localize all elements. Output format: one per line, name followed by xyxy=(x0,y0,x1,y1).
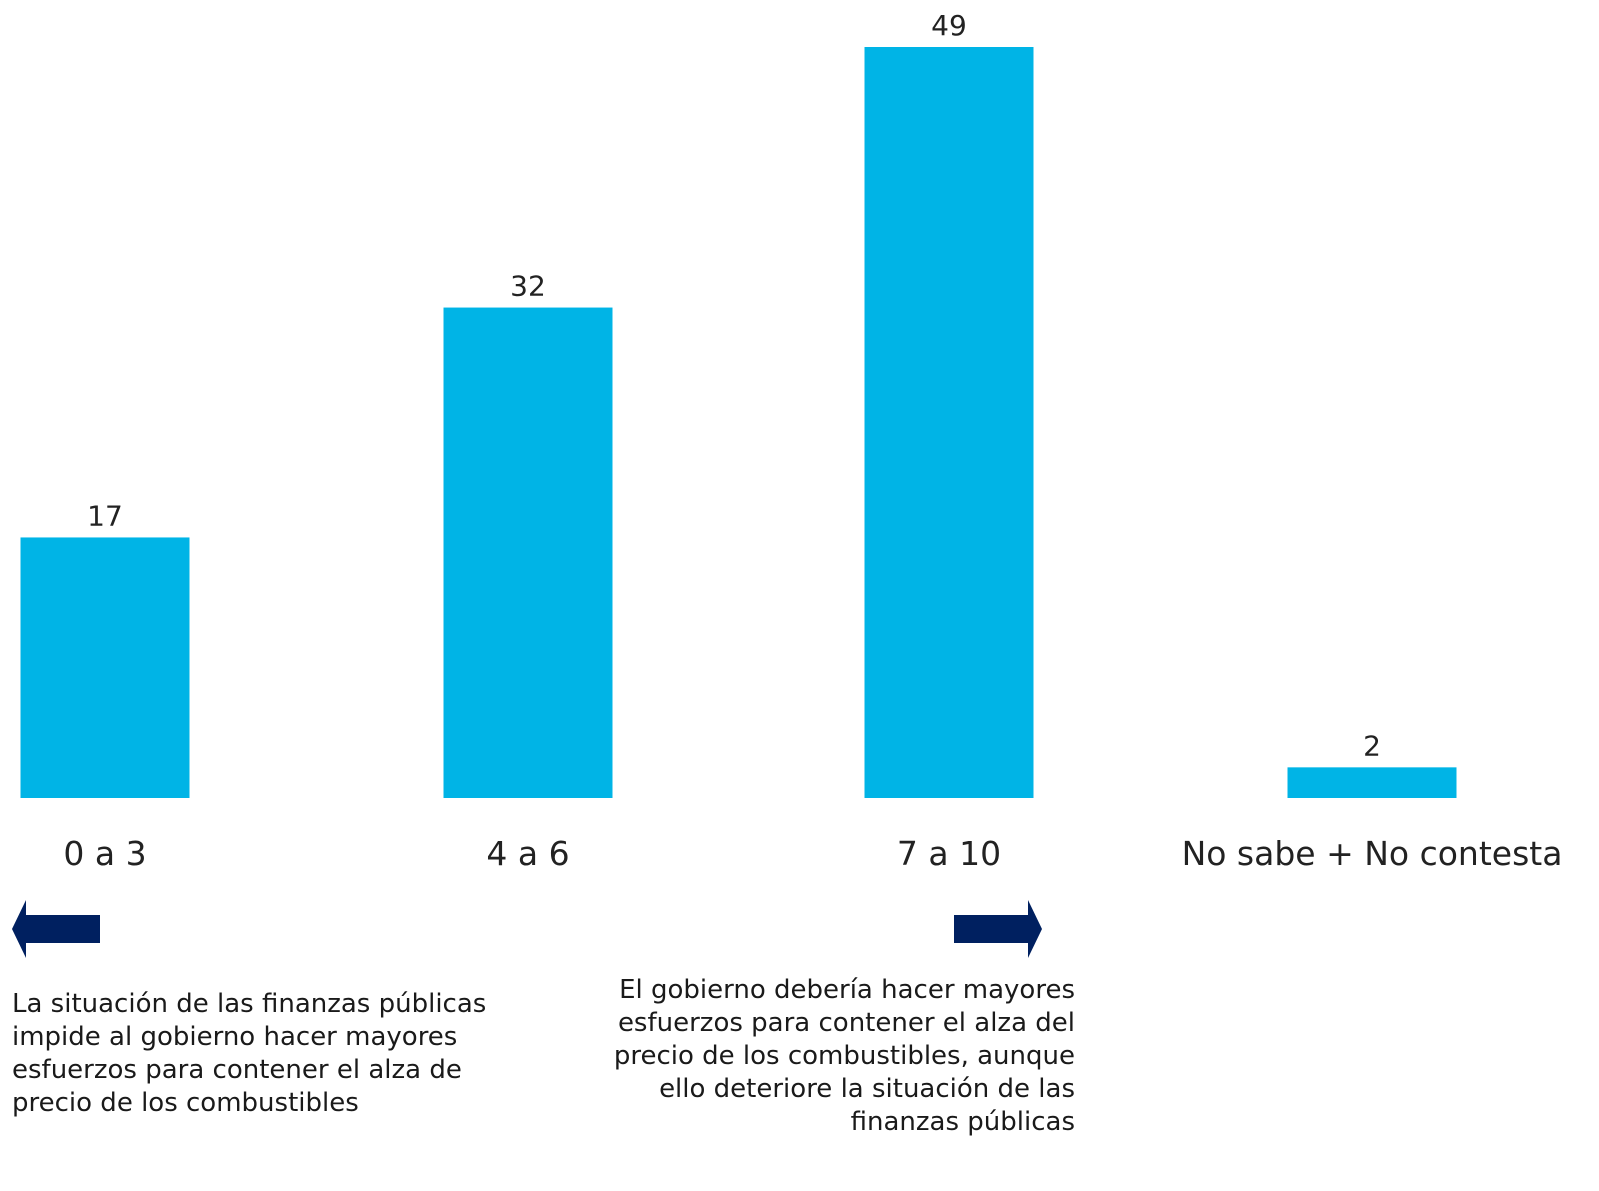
category-label-1: 4 a 6 xyxy=(486,834,569,873)
value-label-0: 17 xyxy=(87,499,123,532)
right-annotation-text: El gobierno debería hacer mayores esfuer… xyxy=(613,975,1075,1137)
bar-0 xyxy=(20,537,190,798)
bar-2 xyxy=(864,47,1034,798)
category-label-2: 7 a 10 xyxy=(897,834,1001,873)
category-label-0: 0 a 3 xyxy=(63,834,146,873)
bar-3 xyxy=(1287,767,1457,798)
bar-1 xyxy=(443,307,613,798)
category-label-3: No sabe + No contesta xyxy=(1182,834,1563,873)
left-annotation-text: La situación de las finanzas públicas im… xyxy=(12,989,487,1118)
value-label-2: 49 xyxy=(931,9,967,42)
left-arrow-icon xyxy=(12,900,100,958)
value-label-1: 32 xyxy=(510,270,546,303)
bar-chart: 17 0 a 3 32 4 a 6 49 7 a 10 2 No sabe + No cont… xyxy=(20,9,1563,873)
right-arrow-icon xyxy=(954,900,1042,958)
value-label-3: 2 xyxy=(1363,729,1381,762)
